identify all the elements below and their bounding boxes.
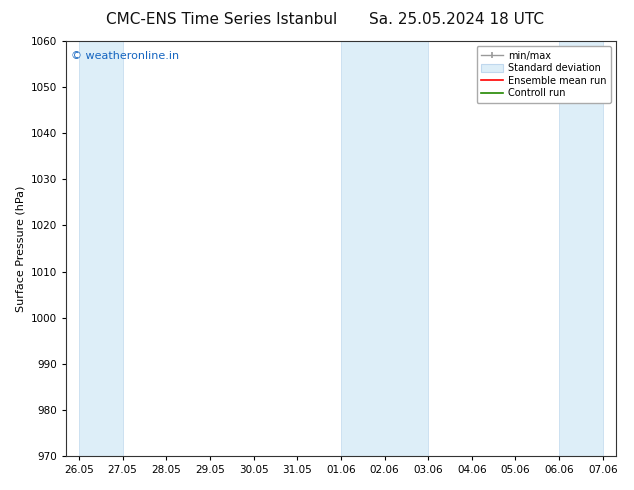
Text: CMC-ENS Time Series Istanbul: CMC-ENS Time Series Istanbul: [107, 12, 337, 27]
Bar: [341, 41, 428, 456]
Legend: min/max, Standard deviation, Ensemble mean run, Controll run: min/max, Standard deviation, Ensemble me…: [477, 46, 611, 103]
Text: © weatheronline.in: © weatheronline.in: [72, 51, 179, 61]
Y-axis label: Surface Pressure (hPa): Surface Pressure (hPa): [15, 185, 25, 312]
Text: Sa. 25.05.2024 18 UTC: Sa. 25.05.2024 18 UTC: [369, 12, 544, 27]
Bar: [79, 41, 122, 456]
Bar: [559, 41, 603, 456]
